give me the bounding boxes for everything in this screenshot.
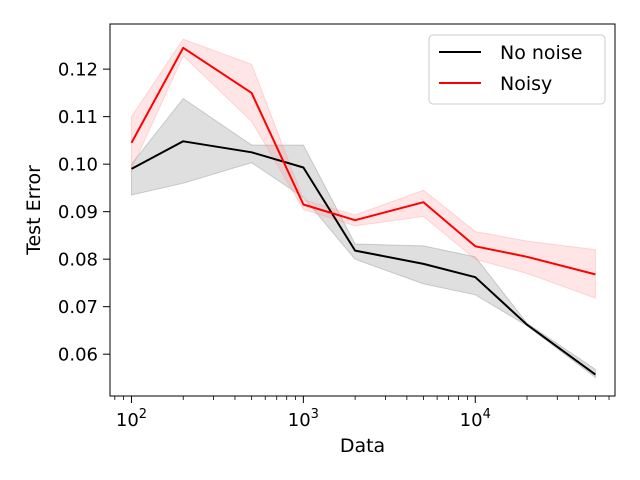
x-tick-label: 104 (460, 407, 491, 431)
confidence-bands (131, 38, 596, 379)
legend-label: Noisy (500, 73, 552, 95)
y-axis-label: Test Error (23, 165, 45, 256)
x-tick-label: 102 (116, 407, 147, 431)
series-lines (130, 46, 596, 376)
y-tick-label: 0.08 (58, 250, 98, 271)
legend-label: No noise (500, 42, 582, 64)
y-tick-label: 0.10 (58, 155, 98, 176)
line-series-1 (130, 46, 596, 276)
x-axis-ticks: 102 103 104 (114, 396, 610, 431)
y-axis-ticks: 0.06 0.07 0.08 0.09 0.10 0.11 0.12 (58, 60, 110, 366)
y-tick-label: 0.11 (58, 107, 98, 128)
line-series-0 (131, 140, 596, 376)
x-tick-label: 103 (288, 407, 319, 431)
band-series-0 (131, 97, 596, 379)
y-tick-label: 0.12 (58, 60, 98, 81)
y-tick-label: 0.07 (58, 297, 98, 318)
legend: No noise Noisy (428, 34, 606, 105)
band-series-1 (131, 38, 596, 299)
y-tick-label: 0.06 (58, 345, 98, 366)
y-tick-label: 0.09 (58, 202, 98, 223)
x-axis-label: Data (340, 435, 385, 457)
plot-frame (109, 23, 616, 397)
